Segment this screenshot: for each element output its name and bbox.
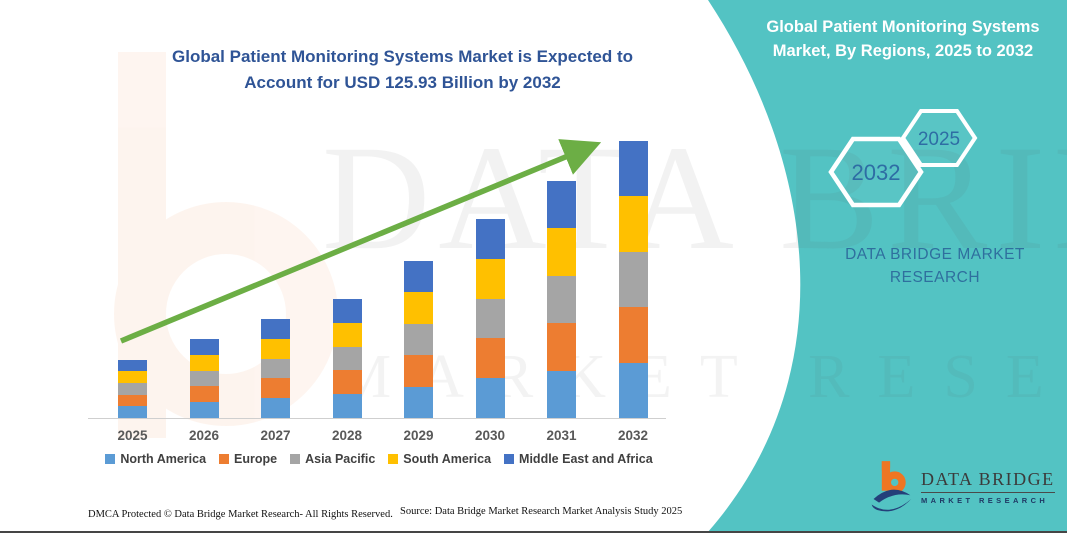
bar-segment-europe xyxy=(118,394,147,407)
bar-segment-europe xyxy=(618,307,648,363)
stacked-bar-2032 xyxy=(618,141,648,418)
databridge-logo-text: DATA BRIDGE MARKET RESEARCH xyxy=(921,469,1055,505)
bar-segment-asia-pacific xyxy=(261,358,290,379)
bar-segment-north-america xyxy=(475,378,505,418)
bar-segment-europe xyxy=(332,370,362,395)
bar-segment-south-america xyxy=(261,338,290,359)
chart-title: Global Patient Monitoring Systems Market… xyxy=(130,44,675,97)
x-tick-2028: 2028 xyxy=(331,428,363,443)
legend-item-middle-east-and-africa: Middle East and Africa xyxy=(504,452,653,466)
legend-label: North America xyxy=(120,452,207,466)
bar-segment-europe xyxy=(189,386,219,403)
databridge-logo-icon xyxy=(871,461,912,512)
legend-item-north-america: North America xyxy=(105,452,206,466)
bar-segment-south-america xyxy=(475,258,505,299)
bar-segment-asia-pacific xyxy=(547,275,576,323)
bar-segment-middle-east-and-africa xyxy=(404,260,433,292)
bar-segment-europe xyxy=(404,355,433,387)
bar-segment-asia-pacific xyxy=(189,370,219,387)
x-tick-2025: 2025 xyxy=(117,428,148,443)
x-tick-2027: 2027 xyxy=(260,428,291,443)
side-panel-title: Global Patient Monitoring Systems Market… xyxy=(766,18,1040,60)
bar-segment-europe xyxy=(547,323,576,371)
x-tick-2026: 2026 xyxy=(188,428,220,443)
bar-plot xyxy=(90,126,660,418)
legend-label: South America xyxy=(403,452,492,466)
legend-label: Asia Pacific xyxy=(305,452,376,466)
dmca-notice: DMCA Protected © Data Bridge Market Rese… xyxy=(88,509,393,520)
bar-segment-europe xyxy=(475,338,505,379)
chart-legend: North America Europe Asia Pacific South Ame… xyxy=(85,452,673,466)
logo-subtitle: MARKET RESEARCH xyxy=(921,496,1049,505)
source-note: Source: Data Bridge Market Research Mark… xyxy=(400,506,683,517)
teal-side-panel-shape xyxy=(708,0,1067,531)
databridge-logo: DATA BRIDGE MARKET RESEARCH xyxy=(868,458,1055,516)
bar-segment-middle-east-and-africa xyxy=(332,299,362,323)
bar-segment-europe xyxy=(261,378,290,399)
bar-segment-middle-east-and-africa xyxy=(261,319,290,339)
stacked-bar-2027 xyxy=(261,319,290,418)
bar-segment-north-america xyxy=(618,362,648,418)
side-panel-brand-text: DATA BRIDGE MARKET RESEARCH xyxy=(845,246,1025,287)
bar-segment-south-america xyxy=(547,228,576,276)
hexagon-2025: 2025 xyxy=(900,109,978,167)
stacked-bar-2026 xyxy=(189,339,219,418)
bar-segment-asia-pacific xyxy=(404,323,433,355)
hexagon-2025-label: 2025 xyxy=(918,129,960,150)
bar-segment-north-america xyxy=(332,394,362,418)
bar-segment-south-america xyxy=(618,196,648,252)
legend-swatch-icon xyxy=(504,454,515,464)
hexagon-2032: 2032 xyxy=(828,136,924,208)
stacked-bar-2025 xyxy=(118,359,147,418)
bar-segment-south-america xyxy=(189,354,219,371)
bar-segment-asia-pacific xyxy=(332,346,362,371)
legend-swatch-icon xyxy=(388,454,399,464)
bar-segment-middle-east-and-africa xyxy=(475,219,505,259)
stacked-bar-2029 xyxy=(404,260,433,418)
stacked-bar-2028 xyxy=(332,299,362,418)
x-axis-line xyxy=(88,418,666,419)
growth-trend-arrow-icon xyxy=(119,139,602,344)
bar-segment-middle-east-and-africa xyxy=(189,339,219,355)
bar-segment-north-america xyxy=(118,406,147,418)
legend-label: Middle East and Africa xyxy=(519,452,653,466)
bar-segment-south-america xyxy=(332,322,362,347)
bar-segment-asia-pacific xyxy=(118,382,147,395)
bar-segment-asia-pacific xyxy=(618,251,648,308)
legend-label: Europe xyxy=(234,452,278,466)
stacked-bar-2030 xyxy=(475,219,505,418)
x-tick-2030: 2030 xyxy=(474,428,506,443)
bar-segment-south-america xyxy=(118,371,147,383)
legend-item-europe: Europe xyxy=(219,452,277,466)
legend-swatch-icon xyxy=(290,454,301,464)
hexagon-2032-label: 2032 xyxy=(852,160,901,185)
bar-segment-north-america xyxy=(261,398,290,418)
bar-segment-asia-pacific xyxy=(475,298,505,339)
x-tick-2032: 2032 xyxy=(617,428,649,443)
bar-segment-middle-east-and-africa xyxy=(547,180,576,228)
legend-item-south-america: South America xyxy=(388,452,491,466)
chart-title-line2: Account for USD 125.93 Billion by 2032 xyxy=(244,73,561,93)
x-tick-2031: 2031 xyxy=(546,428,577,443)
bar-segment-north-america xyxy=(189,402,219,418)
chart-title-line1: Global Patient Monitoring Systems Market… xyxy=(172,47,633,66)
legend-swatch-icon xyxy=(105,454,116,464)
bar-segment-north-america xyxy=(547,370,576,418)
bar-segment-middle-east-and-africa xyxy=(118,359,147,372)
legend-item-asia-pacific: Asia Pacific xyxy=(290,452,375,466)
stacked-bar-2031 xyxy=(547,180,576,418)
bar-segment-north-america xyxy=(404,386,433,418)
x-tick-2029: 2029 xyxy=(403,428,434,443)
bar-segment-south-america xyxy=(404,292,433,324)
bar-segment-middle-east-and-africa xyxy=(618,141,648,197)
legend-swatch-icon xyxy=(219,454,230,464)
logo-name: DATA BRIDGE xyxy=(921,469,1055,493)
